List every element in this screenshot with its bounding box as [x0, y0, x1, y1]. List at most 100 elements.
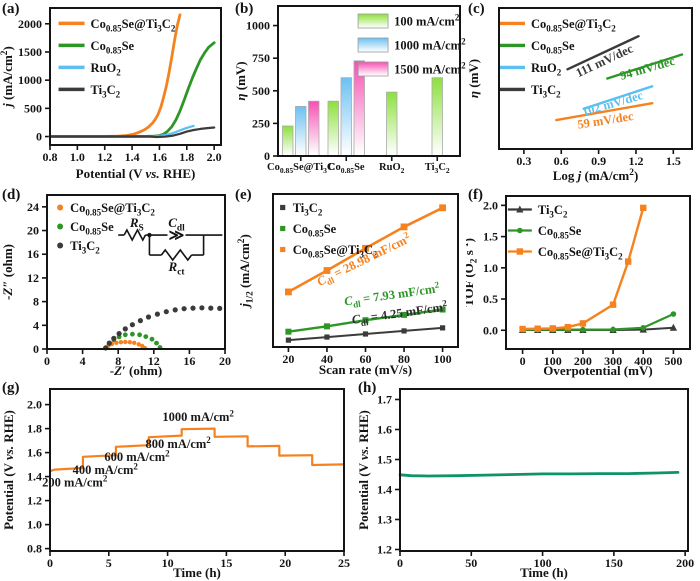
- plot-frame: [46, 194, 226, 350]
- data-point: [111, 335, 117, 341]
- y-tick-label: 1.3: [377, 513, 392, 527]
- x-tick-label: 400: [634, 354, 652, 368]
- y-tick-label: 1.6: [377, 423, 392, 437]
- y-tick-label: 12: [27, 271, 39, 285]
- series: [518, 204, 678, 333]
- y-tick-label: 250: [252, 116, 270, 130]
- data-point: [400, 223, 408, 231]
- data-point: [285, 337, 292, 343]
- series: [282, 60, 443, 157]
- legend-swatch: [357, 61, 389, 77]
- data-point: [580, 326, 586, 333]
- data-point: [127, 340, 132, 345]
- x-tick-label: 20: [219, 354, 231, 368]
- data-point: [285, 328, 292, 335]
- data-point: [136, 342, 141, 347]
- data-point: [362, 317, 369, 324]
- data-point: [439, 325, 446, 331]
- panel-g-chart: 0 5 10 15 20 25 0.8 1.0 1.2 1.4 1.6 1.8 2.0 Time (h) P…: [1, 388, 350, 580]
- series-2: [519, 204, 647, 333]
- y-tick-label: 1.4: [27, 470, 42, 484]
- data-point: [624, 258, 632, 265]
- series: [555, 35, 684, 122]
- x-tick-label: 1.8: [179, 150, 194, 164]
- legend-label: Co0.85Se: [293, 222, 337, 238]
- y-tick-label: 750: [252, 51, 270, 65]
- y-axis-label: Potential (V vs. RHE): [356, 410, 371, 530]
- x-tick-label: 300: [604, 354, 622, 368]
- y-axis-label: j (mA/cm2): [0, 46, 15, 109]
- x-tick-label: 1.5: [666, 154, 681, 168]
- series-1: [606, 53, 684, 80]
- data-point: [181, 306, 187, 312]
- x-tick-label: 1.4: [125, 150, 140, 164]
- legend-label: Co0.85Se@Ti3C2: [538, 245, 623, 261]
- panel-d-nyquist: (d) 0 4 8 12 16 20 0 4 8 12 16 20 24 -Z′ (ohm) -Z″ (ohm…: [0, 186, 233, 379]
- axes: 0.8 1.0 1.2 1.4 1.6 1.8 2.0 0 500 1000 1500 2000 Pot…: [0, 17, 222, 181]
- legend-swatch: [57, 204, 64, 211]
- bar: [282, 125, 294, 157]
- x-tick-label: 0: [44, 354, 50, 368]
- annotation: 800 mA/cm2: [146, 435, 212, 451]
- legend-label: 1000 mA/cm2: [394, 37, 466, 53]
- x-axis-label: Potential (V vs. RHE): [76, 166, 196, 181]
- data-point: [323, 323, 330, 330]
- data-line: [521, 312, 675, 331]
- series-1: [285, 306, 446, 335]
- y-tick-label: 1.2: [27, 494, 42, 508]
- x-tick-label: 4: [80, 354, 86, 368]
- x-category-label: Co0.85Se@Ti3C: [267, 162, 335, 175]
- plot-frame: [49, 388, 345, 552]
- y-tick-label: 1500: [18, 45, 42, 59]
- x-tick-label: 2.0: [207, 150, 222, 164]
- data-point: [154, 311, 160, 317]
- y-tick-label: 8: [33, 295, 39, 309]
- data-point: [516, 248, 524, 255]
- panel-g-multistep-stability: (g) 0 5 10 15 20 25 0.8 1.0 1.2 1.4 1.6 1.8 2.0 Time (…: [0, 379, 356, 581]
- data-line: [582, 85, 654, 110]
- data-point: [401, 328, 407, 334]
- x-axis-label: -Z′ (ohm): [110, 363, 162, 378]
- plot-frame: [399, 388, 689, 552]
- legend-swatch: [357, 13, 389, 29]
- data-point: [362, 244, 369, 252]
- panel-b-overpotential-bars: (b) Co0.85Se@Ti3C Co0.85Se RuO2 Ti3C2 0 250 500…: [233, 0, 466, 186]
- annotation: 94 mV/dec: [618, 54, 677, 83]
- circuit-cdl-label: Cdl: [168, 215, 185, 234]
- axes: 0 5 10 15 20 25 0.8 1.0 1.2 1.4 1.6 1.8 2.0 Time (h) P…: [1, 398, 350, 580]
- legend: Co0.85Se@Ti3C2 Co0.85Se Ti3C2: [57, 201, 155, 255]
- data-point: [163, 309, 169, 315]
- data-point: [154, 340, 159, 346]
- series-0: [398, 471, 680, 478]
- panel-e-cdl: (e) 20 40 60 80 100 Scan rate (mV/s) j1/2 (mA/c…: [233, 186, 466, 379]
- data-point: [122, 332, 128, 338]
- y-tick-label: 0.5: [483, 292, 498, 306]
- y-axis-label: -Z″ (ohm): [0, 244, 15, 300]
- x-category-label: Ti3C2: [425, 162, 450, 175]
- y-tick-label: 2.0: [27, 398, 42, 412]
- y-axis-label: η (mV): [466, 59, 481, 98]
- data-point: [285, 288, 292, 296]
- data-point: [122, 326, 128, 332]
- plot-frame: [49, 7, 222, 146]
- legend: Ti3C2 Co0.85Se Co0.85Se@Ti3C2: [280, 201, 378, 259]
- annotation: 200 mA/cm2: [42, 474, 108, 490]
- x-axis-label: Overpotential (mV): [543, 363, 652, 378]
- plot-frame: [498, 7, 693, 150]
- data-point: [132, 340, 137, 345]
- x-tick-label: 12: [148, 354, 160, 368]
- axes: 0 100 200 300 400 500 0.0 0.5 1.0 1.5 2.0 Overpoten…: [466, 198, 682, 378]
- axes: 0 50 100 150 200 1.2 1.3 1.4 1.5 1.6 1.7 Time (h) Po…: [356, 393, 694, 581]
- panel-b-label: (b): [235, 1, 254, 17]
- data-line: [555, 102, 654, 122]
- x-tick-label: 5: [106, 556, 112, 570]
- capacitor-icon: ≫: [169, 228, 185, 244]
- x-tick-label: 0: [397, 556, 403, 570]
- y-axis-label: Potential (V vs. RHE): [1, 410, 16, 530]
- panel-f-tof: (f) 0 100 200 300 400 500 0.0 0.5 1.0 1.5 2.0 Overpo…: [466, 186, 700, 379]
- axes: 0 4 8 12 16 20 0 4 8 12 16 20 24 -Z′ (ohm) -Z″ (ohm): [0, 200, 231, 378]
- data-point: [143, 334, 149, 339]
- data-point: [362, 331, 369, 337]
